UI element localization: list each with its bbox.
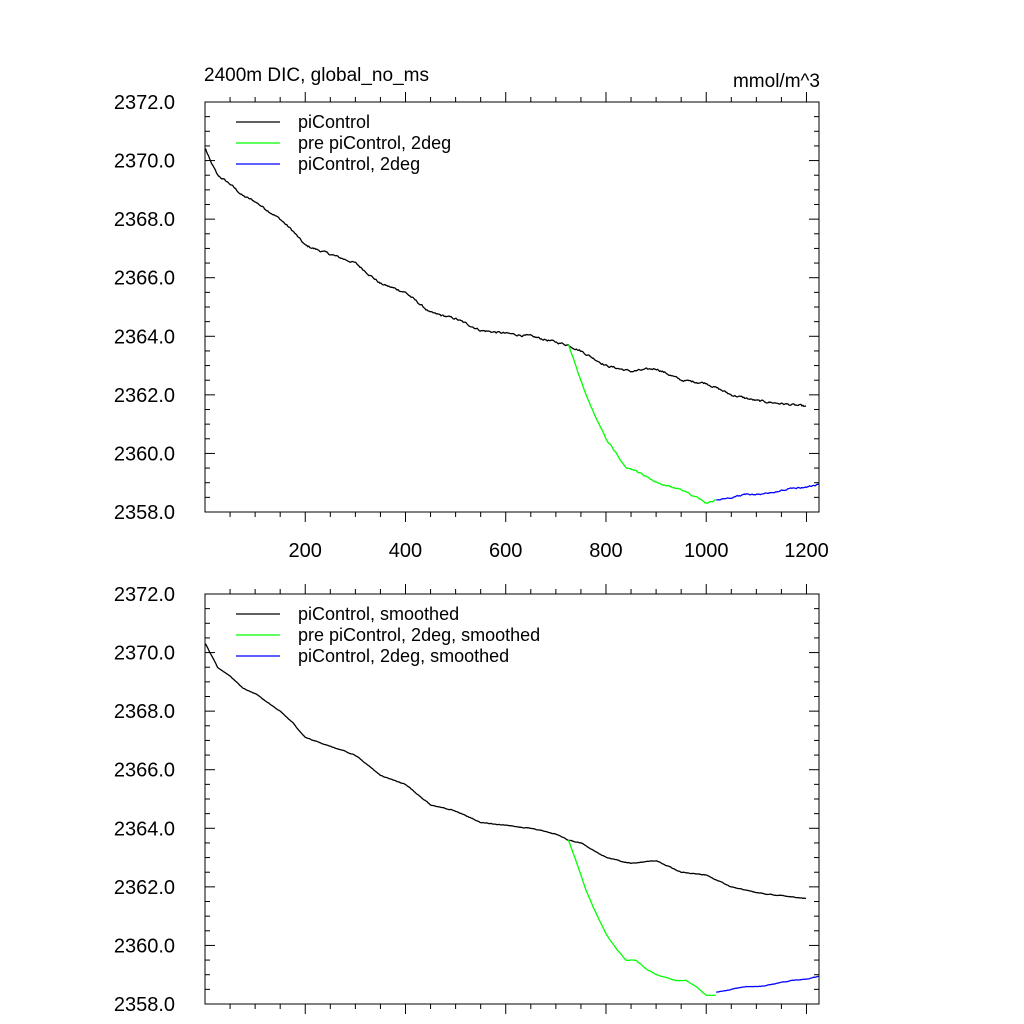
y-tick-label: 2358.0 <box>114 994 175 1016</box>
y-tick-label: 2362.0 <box>114 385 175 407</box>
y-tick-label: 2362.0 <box>114 877 175 899</box>
y-tick-label: 2372.0 <box>114 584 175 606</box>
legend-label: piControl <box>298 112 370 132</box>
series-line <box>716 483 819 501</box>
bottom-series-group <box>204 643 819 997</box>
series-line <box>204 643 807 900</box>
y-tick-label: 2364.0 <box>114 326 175 348</box>
y-tick-label: 2370.0 <box>114 643 175 665</box>
top-panel: 2400m DIC, global_no_ms mmol/m^3 2358.02… <box>114 65 829 562</box>
x-tick-label: 200 <box>289 540 322 562</box>
x-tick-label: 1200 <box>784 540 829 562</box>
y-tick-label: 2368.0 <box>114 209 175 231</box>
top-series-group <box>204 148 819 504</box>
series-line <box>204 148 807 408</box>
x-tick-label: 1000 <box>684 540 729 562</box>
series-line <box>567 839 716 997</box>
y-tick-label: 2360.0 <box>114 935 175 957</box>
top-chart-title: 2400m DIC, global_no_ms <box>204 65 429 86</box>
y-tick-label: 2366.0 <box>114 760 175 782</box>
legend-label: piControl, smoothed <box>298 604 459 624</box>
x-tick-label: 400 <box>389 540 422 562</box>
y-tick-label: 2370.0 <box>114 151 175 173</box>
y-tick-label: 2372.0 <box>114 92 175 114</box>
series-line <box>716 975 819 993</box>
top-axis-ticks: 2358.0 2360.0 2362.0 2364.0 2366.0 2368.0 2370… <box>114 92 829 562</box>
y-tick-label: 2360.0 <box>114 443 175 465</box>
bottom-panel: 2358.0 2360.0 2362.0 2364.0 2366.0 2368.0 2370… <box>114 584 820 1016</box>
y-tick-label: 2366.0 <box>114 268 175 290</box>
legend-label: pre piControl, 2deg <box>298 133 451 153</box>
bottom-axis-ticks: 2358.0 2360.0 2362.0 2364.0 2366.0 2368.0 2370… <box>114 584 819 1016</box>
series-line <box>567 344 716 504</box>
legend-label: pre piControl, 2deg, smoothed <box>298 625 540 645</box>
legend-label: piControl, 2deg, smoothed <box>298 646 509 666</box>
y-tick-label: 2364.0 <box>114 818 175 840</box>
x-tick-label: 800 <box>589 540 622 562</box>
y-tick-label: 2368.0 <box>114 701 175 723</box>
x-tick-label: 600 <box>489 540 522 562</box>
y-tick-label: 2358.0 <box>114 502 175 524</box>
top-chart-units: mmol/m^3 <box>733 71 820 92</box>
legend-label: piControl, 2deg <box>298 154 420 174</box>
